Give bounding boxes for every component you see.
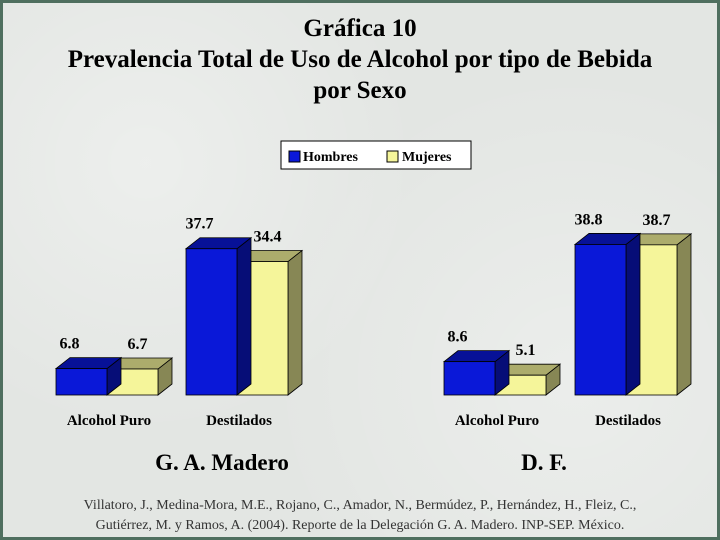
bar-front xyxy=(185,248,238,396)
group-label: G. A. Madero xyxy=(155,450,289,475)
data-label: 38.7 xyxy=(643,212,671,229)
bar-hombres xyxy=(184,236,253,396)
category-label: Alcohol Puro xyxy=(455,413,539,429)
legend-swatch-mujeres xyxy=(386,150,399,163)
citation-line-1: Villatoro, J., Medina-Mora, M.E., Rojano… xyxy=(83,498,637,513)
bar-side xyxy=(676,233,692,396)
bar-marks xyxy=(54,232,693,396)
category-label: Alcohol Puro xyxy=(67,413,151,429)
bar-chart: Hombres Mujeres 6.7 6.8 Alcohol Puro 34.4 37… xyxy=(54,140,693,475)
bar-hombres xyxy=(54,356,123,396)
bar-front xyxy=(574,244,627,396)
title-line-2: Prevalencia Total de Uso de Alcohol por … xyxy=(67,46,653,73)
bar-mujeres xyxy=(493,363,562,396)
bar-front xyxy=(443,361,496,396)
title-line-3: por Sexo xyxy=(313,77,407,104)
source-citation: Villatoro, J., Medina-Mora, M.E., Rojano… xyxy=(33,496,687,536)
group-label: D. F. xyxy=(521,450,567,475)
data-label: 8.6 xyxy=(448,329,468,346)
data-label: 6.7 xyxy=(128,336,148,353)
bar-side xyxy=(625,232,641,396)
data-label: 6.8 xyxy=(60,336,80,353)
category-label: Destilados xyxy=(595,413,661,429)
legend-label-mujeres: Mujeres xyxy=(402,150,452,165)
category-label: Destilados xyxy=(206,413,272,429)
chart-2 xyxy=(442,232,693,396)
bar-mujeres xyxy=(105,357,174,396)
bar-side xyxy=(236,236,252,396)
legend-box xyxy=(280,140,472,170)
bar-hombres xyxy=(573,232,642,396)
data-label: 5.1 xyxy=(516,342,536,359)
legend-swatch-hombres xyxy=(288,150,301,163)
legend-label-hombres: Hombres xyxy=(303,150,359,165)
citation-line-2: Gutiérrez, M. y Ramos, A. (2004). Report… xyxy=(95,518,625,533)
data-label: 34.4 xyxy=(254,229,282,246)
data-label: 38.8 xyxy=(575,211,603,228)
legend: Hombres Mujeres xyxy=(280,140,472,170)
chart-1 xyxy=(54,236,304,396)
title-line-1: Gráfica 10 xyxy=(303,15,417,42)
chart-labels: 6.7 6.8 Alcohol Puro 34.4 37.7 Destilados G. A… xyxy=(60,211,671,475)
bar-side xyxy=(287,249,303,396)
bar-hombres xyxy=(442,349,511,396)
data-label: 37.7 xyxy=(186,216,214,233)
bar-front xyxy=(55,368,108,396)
chart-title: Gráfica 10 Prevalencia Total de Uso de A… xyxy=(3,13,717,106)
